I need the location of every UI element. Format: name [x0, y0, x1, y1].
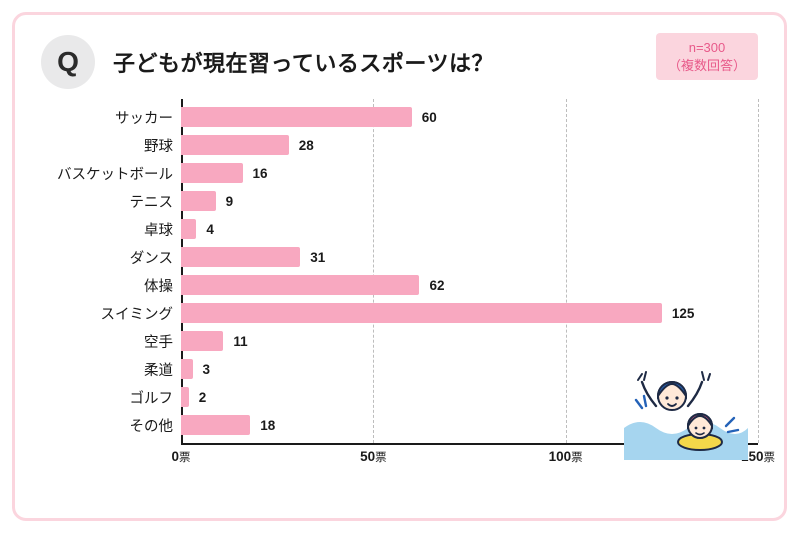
category-label: バスケットボール	[51, 163, 181, 184]
bar-value: 2	[199, 390, 207, 405]
bar-row: サッカー 60	[51, 103, 758, 131]
bar	[181, 107, 412, 127]
bar-row: テニス 9	[51, 187, 758, 215]
bar-plot: 4	[181, 215, 758, 243]
bar	[181, 135, 289, 155]
bar-value: 60	[422, 110, 437, 125]
bar-plot: 31	[181, 243, 758, 271]
bar	[181, 275, 419, 295]
bar-value: 125	[672, 306, 695, 321]
bar-row: 体操 62	[51, 271, 758, 299]
bar-row: バスケットボール 16	[51, 159, 758, 187]
bar-plot: 28	[181, 131, 758, 159]
bar	[181, 415, 250, 435]
bar-value: 31	[310, 250, 325, 265]
chart-title: 子どもが現在習っているスポーツは？	[113, 46, 494, 78]
category-label: テニス	[51, 191, 181, 212]
bar-row: 野球 28	[51, 131, 758, 159]
q-badge: Q	[41, 35, 95, 89]
bar	[181, 359, 193, 379]
bar-row: 空手 11	[51, 327, 758, 355]
bar-value: 4	[206, 222, 214, 237]
gridline	[758, 99, 759, 443]
category-label: 体操	[51, 275, 181, 296]
bar	[181, 163, 243, 183]
bar	[181, 387, 189, 407]
bar-value: 62	[429, 278, 444, 293]
bar-value: 3	[203, 362, 211, 377]
bar-plot: 16	[181, 159, 758, 187]
x-tick: 50票	[360, 449, 387, 465]
bar-plot: 9	[181, 187, 758, 215]
chart-card: Q 子どもが現在習っているスポーツは？ n=300 （複数回答） サッカー 60 野…	[12, 12, 787, 521]
category-label: 卓球	[51, 219, 181, 240]
bar-plot: 125	[181, 299, 758, 327]
bar	[181, 219, 196, 239]
category-label: 野球	[51, 135, 181, 156]
bar-plot: 62	[181, 271, 758, 299]
category-label: スイミング	[51, 303, 181, 324]
bar-plot: 60	[181, 103, 758, 131]
sample-size-badge: n=300 （複数回答）	[656, 33, 758, 80]
bar-value: 18	[260, 418, 275, 433]
bar-value: 9	[226, 194, 234, 209]
bar	[181, 247, 300, 267]
bar	[181, 303, 662, 323]
n-line1: n=300	[668, 39, 746, 57]
header: Q 子どもが現在習っているスポーツは？ n=300 （複数回答）	[41, 35, 758, 89]
n-line2: （複数回答）	[668, 57, 746, 75]
category-label: ダンス	[51, 247, 181, 268]
q-letter: Q	[57, 46, 79, 78]
bar-plot: 11	[181, 327, 758, 355]
category-label: その他	[51, 415, 181, 436]
category-label: ゴルフ	[51, 387, 181, 408]
bar-row: スイミング 125	[51, 299, 758, 327]
bar-row: 卓球 4	[51, 215, 758, 243]
category-label: サッカー	[51, 107, 181, 128]
bar-value: 16	[253, 166, 268, 181]
bar-row: ダンス 31	[51, 243, 758, 271]
swimming-illustration	[622, 356, 748, 460]
x-tick: 100票	[549, 449, 583, 465]
bar-value: 28	[299, 138, 314, 153]
x-tick: 0票	[171, 449, 190, 465]
category-label: 空手	[51, 331, 181, 352]
bar	[181, 191, 216, 211]
bar-value: 11	[233, 334, 247, 349]
category-label: 柔道	[51, 359, 181, 380]
bar	[181, 331, 223, 351]
